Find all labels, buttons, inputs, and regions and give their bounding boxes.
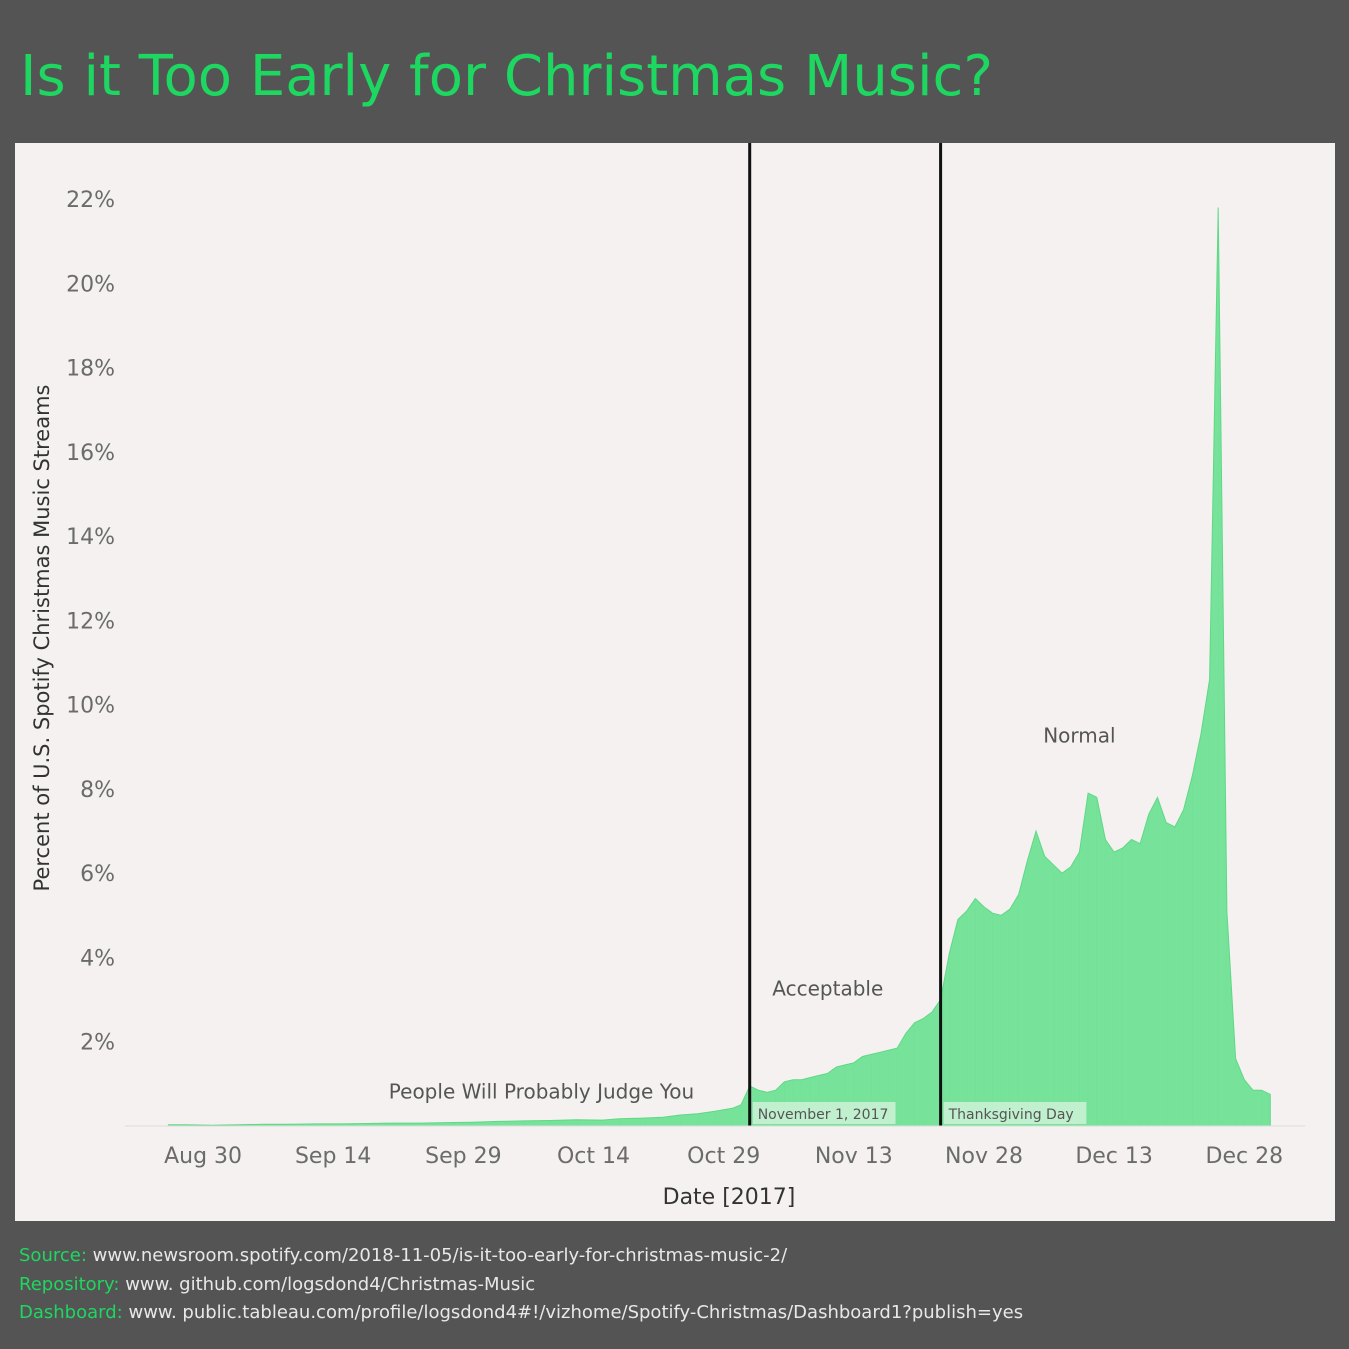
annotation-label: People Will Probably Judge You <box>389 1080 694 1104</box>
x-tick-label: Oct 29 <box>687 1144 760 1169</box>
annotation-label: Normal <box>1043 724 1115 748</box>
reference-label-bg <box>943 1102 1087 1124</box>
y-tick-label: 12% <box>66 609 115 634</box>
y-tick-label: 20% <box>66 272 115 297</box>
source-link[interactable]: www.newsroom.spotify.com/2018-11-05/is-i… <box>92 1245 788 1266</box>
x-tick-label: Aug 30 <box>164 1144 242 1169</box>
dashboard-link[interactable]: www. public.tableau.com/profile/logsdond… <box>128 1302 1024 1323</box>
x-tick-label: Nov 13 <box>815 1144 893 1169</box>
repository-label: Repository: <box>19 1273 120 1295</box>
x-axis-title: Date [2017] <box>663 1185 796 1210</box>
x-tick-label: Nov 28 <box>945 1144 1023 1169</box>
footer-dashboard: Dashboard: www. public.tableau.com/profi… <box>19 1299 1023 1328</box>
annotations: People Will Probably Judge You Acceptable… <box>389 724 1116 1104</box>
y-tick-label: 2% <box>80 1031 115 1056</box>
reference-line-label: November 1, 2017 <box>758 1107 889 1123</box>
dashboard-label: Dashboard: <box>19 1302 123 1323</box>
christmas-streams-area-chart: November 1, 2017 Thanksgiving Day 2% 4% 6% 8… <box>30 143 1305 1210</box>
footer: Source: www.newsroom.spotify.com/2018-11… <box>19 1242 1023 1328</box>
y-tick-label: 6% <box>80 862 115 887</box>
x-tick-label: Oct 14 <box>557 1144 630 1169</box>
area-layer <box>167 207 1271 1127</box>
reference-label-bg <box>752 1102 896 1124</box>
x-tick-label: Sep 14 <box>295 1144 371 1169</box>
y-tick-label: 8% <box>80 778 115 803</box>
y-tick-label: 10% <box>66 694 115 719</box>
y-tick-label: 22% <box>66 188 115 213</box>
page-title: Is it Too Early for Christmas Music? <box>20 44 994 109</box>
reference-lines: November 1, 2017 Thanksgiving Day <box>748 143 1087 1126</box>
y-tick-label: 18% <box>66 357 115 382</box>
x-tick-label: Dec 13 <box>1075 1144 1153 1169</box>
footer-source: Source: www.newsroom.spotify.com/2018-11… <box>19 1242 1023 1271</box>
repository-link[interactable]: www. github.com/logsdond4/Christmas-Musi… <box>125 1273 536 1295</box>
chart-panel: November 1, 2017 Thanksgiving Day 2% 4% 6% 8… <box>15 143 1335 1221</box>
streams-area-series <box>167 207 1271 1127</box>
source-label: Source: <box>19 1245 87 1266</box>
x-tick-label: Dec 28 <box>1206 1144 1284 1169</box>
y-tick-label: 14% <box>66 525 115 550</box>
y-axis-title: Percent of U.S. Spotify Christmas Music … <box>30 385 54 892</box>
axes: 2% 4% 6% 8% 10% 12% 14% 16% 18% 20% 22% Aug 30 Sep 1… <box>66 188 1305 1169</box>
y-tick-label: 4% <box>80 947 115 972</box>
annotation-label: Acceptable <box>772 976 883 1000</box>
y-tick-label: 16% <box>66 441 115 466</box>
x-tick-label: Sep 29 <box>425 1144 501 1169</box>
reference-line-label: Thanksgiving Day <box>948 1107 1074 1123</box>
footer-repository: Repository: www. github.com/logsdond4/Ch… <box>19 1271 1023 1300</box>
